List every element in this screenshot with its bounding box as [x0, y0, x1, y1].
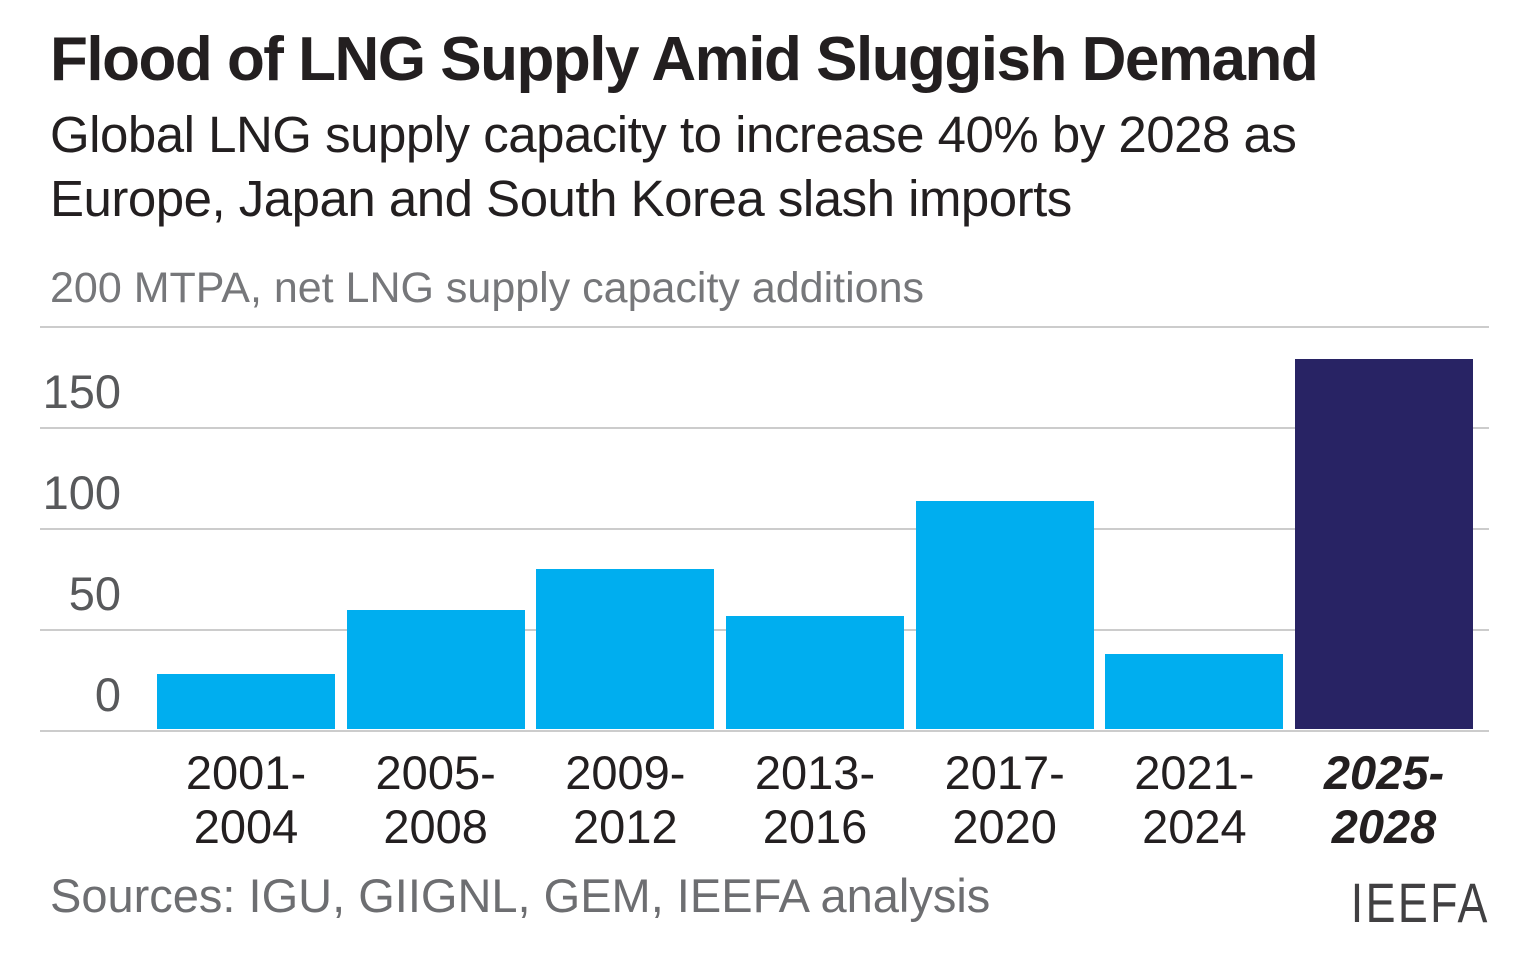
- chart-title: Flood of LNG Supply Amid Sluggish Demand: [50, 25, 1319, 94]
- x-tick-2017-2020: 2017- 2020: [916, 746, 1094, 854]
- x-tick-line: 2028: [1331, 800, 1437, 853]
- x-tick-2025-2028: 2025- 2028: [1295, 746, 1473, 854]
- gridline-0: [40, 730, 1489, 732]
- bar-2025-2028: [1295, 359, 1474, 729]
- x-tick-line: 2001-: [185, 746, 307, 799]
- x-tick-line: 2024: [1142, 800, 1247, 853]
- y-tick-0: 0: [94, 668, 121, 721]
- y-tick-150: 150: [42, 365, 121, 418]
- x-tick-line: 2005-: [375, 746, 496, 799]
- x-tick-line: 2021-: [1134, 746, 1255, 799]
- y-tick-50: 50: [68, 567, 121, 620]
- x-tick-line: 2016: [762, 800, 868, 853]
- x-tick-line: 2017-: [944, 746, 1065, 799]
- chart-subtitle-line1: Global LNG supply capacity to increase 4…: [50, 106, 1297, 163]
- ieefa-logo: IEEFA: [1351, 871, 1490, 934]
- plot-area: 150 100 50 0: [40, 326, 1489, 732]
- bar-2001-2004: [157, 674, 335, 729]
- x-axis-labels: 2001- 2004 2005- 2008 2009- 2012 2013- 2016 2017…: [40, 746, 1489, 861]
- x-tick-line: 2020: [952, 800, 1057, 853]
- gridline-100: [40, 528, 1489, 530]
- bar-2009-2012: [536, 569, 715, 729]
- gridline-150: [40, 427, 1489, 429]
- chart-subtitle: Global LNG supply capacity to increase 4…: [50, 103, 1490, 231]
- x-tick-2001-2004: 2001- 2004: [157, 746, 335, 854]
- gridline-200: [40, 326, 1489, 328]
- y-axis-unit-label: 200 MTPA, net LNG supply capacity additi…: [50, 264, 924, 312]
- x-tick-2013-2016: 2013- 2016: [726, 746, 904, 854]
- x-tick-2021-2024: 2021- 2024: [1105, 746, 1283, 854]
- bar-2017-2020: [915, 500, 1094, 729]
- bar-2013-2016: [726, 615, 904, 729]
- y-tick-100: 100: [42, 466, 121, 519]
- x-tick-2009-2012: 2009- 2012: [536, 746, 714, 854]
- x-tick-line: 2009-: [565, 746, 686, 799]
- x-tick-line: 2013-: [754, 746, 876, 799]
- x-tick-line: 2004: [193, 800, 299, 853]
- x-tick-line: 2012: [573, 800, 678, 853]
- bar-2005-2008: [346, 609, 525, 729]
- x-tick-line: 2008: [383, 800, 488, 853]
- sources-note: Sources: IGU, GIIGNL, GEM, IEEFA analysi…: [50, 869, 991, 922]
- chart-subtitle-line2: Europe, Japan and South Korea slash impo…: [50, 170, 1072, 227]
- x-tick-2005-2008: 2005- 2008: [347, 746, 525, 854]
- x-tick-line: 2025-: [1323, 746, 1445, 799]
- bar-2021-2024: [1105, 654, 1284, 729]
